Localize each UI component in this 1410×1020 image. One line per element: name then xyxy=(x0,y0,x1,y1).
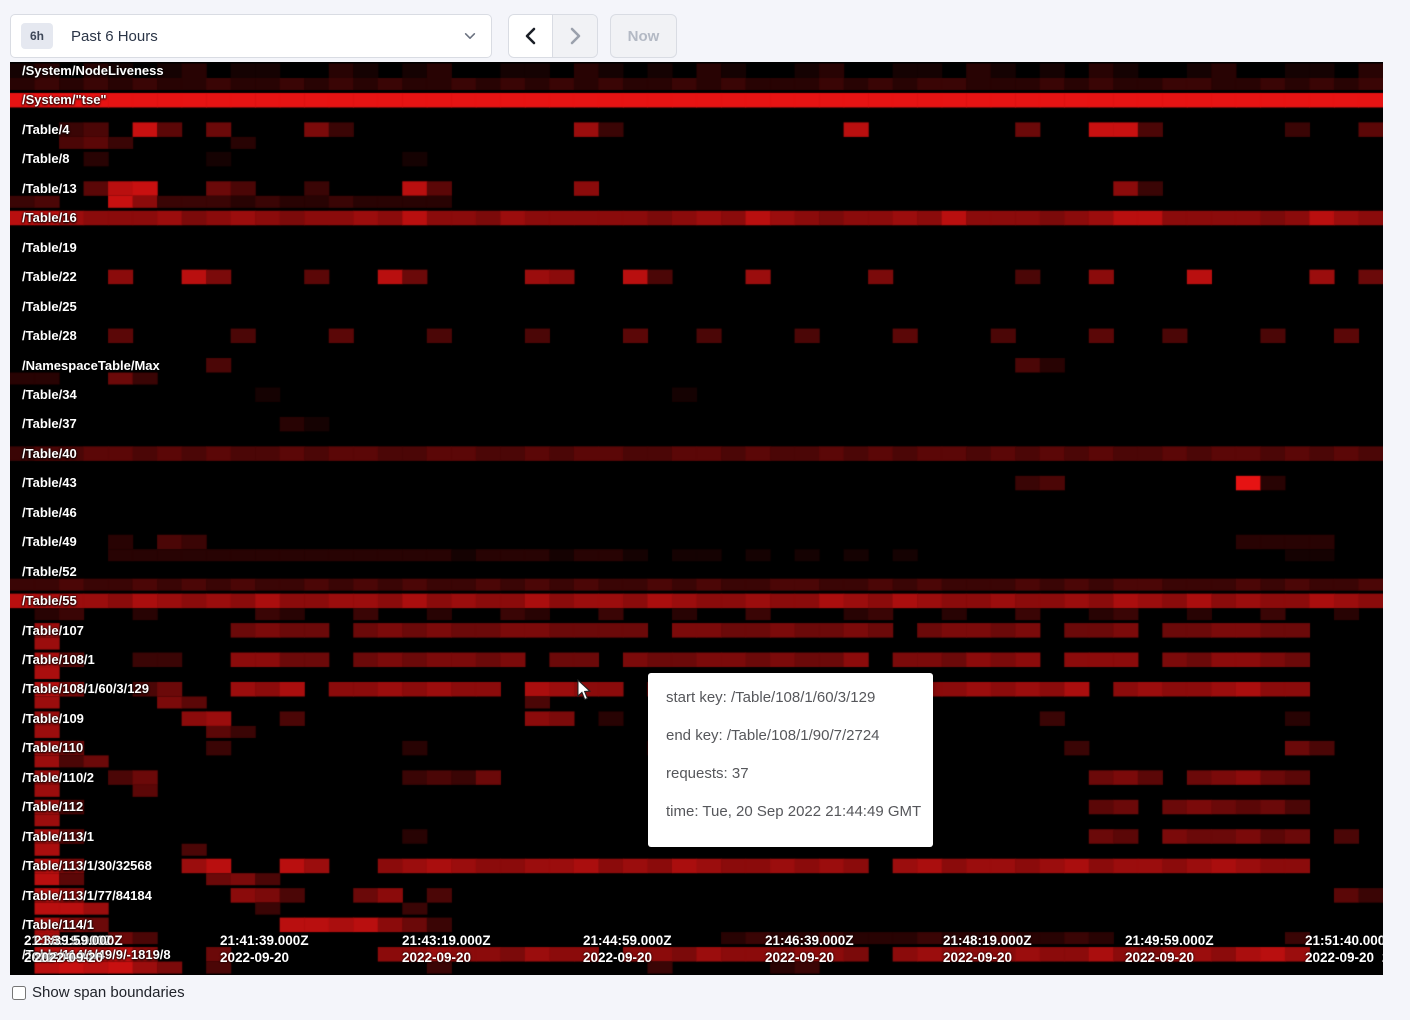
tooltip-line: end key: /Table/108/1/90/7/2724 xyxy=(666,727,880,744)
chevron-down-icon xyxy=(464,33,476,39)
cell-tooltip: start key: /Table/108/1/60/3/129 end key:… xyxy=(648,673,933,847)
show-span-boundaries-checkbox[interactable] xyxy=(12,985,26,1000)
tooltip-line: start key: /Table/108/1/60/3/129 xyxy=(666,689,876,706)
time-range-label: Past 6 Hours xyxy=(71,27,158,45)
time-range-badge: 6h xyxy=(21,23,54,49)
time-range-select[interactable]: 6h Past 6 Hours xyxy=(10,14,492,58)
next-time-button[interactable] xyxy=(553,15,597,57)
now-button[interactable]: Now xyxy=(610,14,677,58)
tooltip-line: time: Tue, 20 Sep 2022 21:44:49 GMT xyxy=(666,803,922,820)
time-nav-group xyxy=(508,14,598,58)
show-span-boundaries-toggle[interactable]: Show span boundaries xyxy=(12,984,185,1001)
tooltip-line: requests: 37 xyxy=(666,765,749,782)
chevron-left-icon xyxy=(525,27,535,45)
prev-time-button[interactable] xyxy=(509,15,553,57)
key-visualizer-heatmap[interactable]: start key: /Table/108/1/60/3/129 end key:… xyxy=(10,62,1383,975)
time-toolbar: 6h Past 6 Hours Now xyxy=(10,14,677,58)
chevron-right-icon xyxy=(570,27,581,45)
show-span-boundaries-label: Show span boundaries xyxy=(32,984,185,1001)
